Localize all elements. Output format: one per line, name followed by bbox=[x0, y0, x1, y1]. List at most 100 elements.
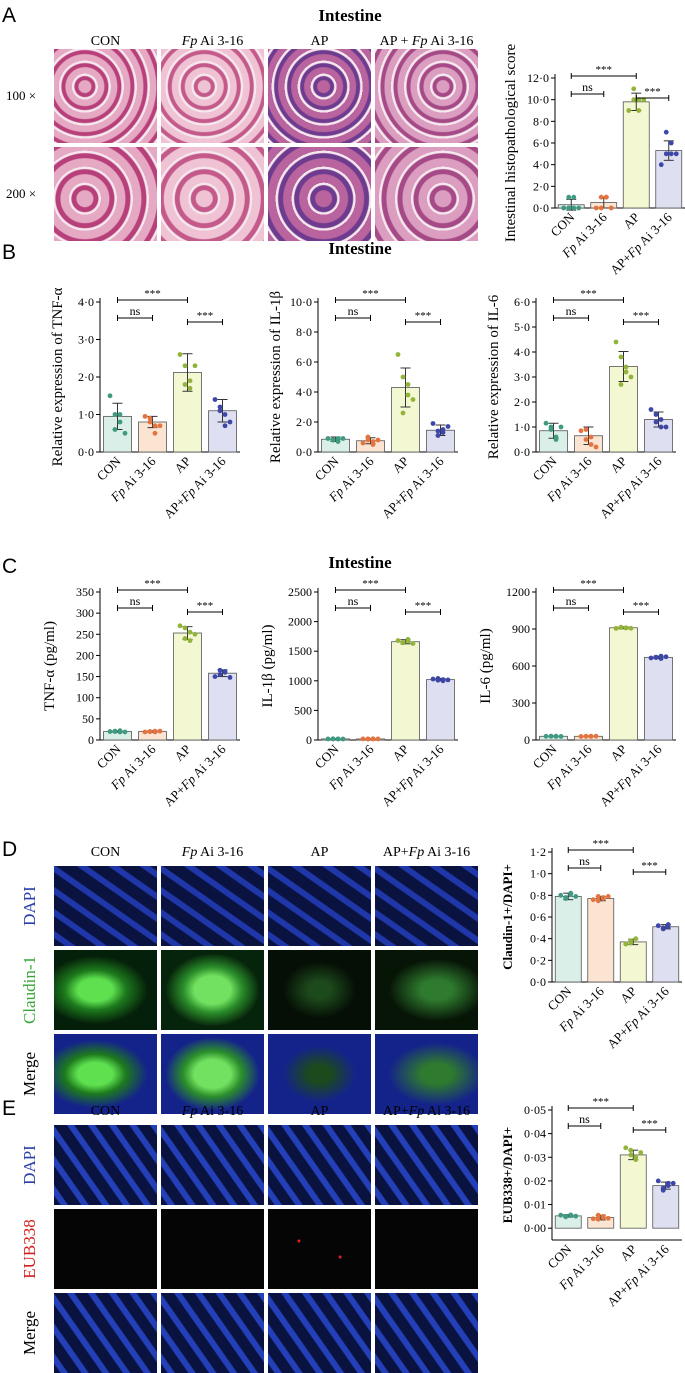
data-point bbox=[187, 638, 193, 644]
significance-label: *** bbox=[641, 1118, 658, 1130]
micrograph-tile bbox=[375, 1034, 478, 1114]
x-tick-label: AP bbox=[171, 742, 193, 764]
data-point bbox=[405, 392, 411, 398]
data-point bbox=[590, 897, 596, 903]
micrograph-tile bbox=[54, 1209, 157, 1289]
data-point bbox=[655, 1178, 661, 1184]
data-point bbox=[543, 733, 549, 739]
data-point bbox=[117, 728, 123, 734]
x-tick-label: CON bbox=[312, 741, 342, 771]
data-point bbox=[187, 385, 193, 391]
data-point bbox=[435, 433, 441, 438]
y-tick-label: 3·0 bbox=[514, 370, 530, 384]
bar bbox=[173, 632, 202, 741]
y-axis-label: TNF-α (pg/ml) bbox=[42, 621, 58, 711]
data-point bbox=[633, 1154, 639, 1160]
y-tick-label: 0 bbox=[306, 733, 312, 747]
data-point bbox=[330, 437, 336, 443]
micrograph-tile bbox=[375, 1209, 478, 1289]
data-point bbox=[435, 676, 441, 681]
column-label: AP+Fp Ai 3-16 bbox=[382, 845, 471, 860]
data-point bbox=[648, 407, 654, 412]
data-point bbox=[595, 1212, 601, 1218]
significance-label: ns bbox=[348, 594, 359, 608]
y-tick-label: 2·0 bbox=[296, 415, 312, 429]
micrograph-tile bbox=[375, 1125, 478, 1205]
y-tick-label: 2·0 bbox=[78, 370, 94, 384]
y-tick-label: 2500 bbox=[288, 585, 312, 599]
data-point bbox=[112, 412, 118, 417]
data-point bbox=[553, 733, 559, 739]
y-axis-label: Intestinal histopathological score bbox=[503, 44, 519, 243]
column-label: AP bbox=[310, 845, 329, 860]
y-tick-label: 2·0 bbox=[514, 395, 530, 409]
data-point bbox=[187, 629, 193, 635]
row-label: 200 × bbox=[6, 186, 37, 201]
data-point bbox=[222, 412, 228, 417]
data-point bbox=[147, 729, 153, 734]
data-point bbox=[222, 423, 228, 429]
y-tick-label: 0·00 bbox=[524, 1221, 546, 1235]
micrograph-tile bbox=[54, 866, 157, 946]
x-tick-label: AP bbox=[607, 454, 629, 476]
data-point bbox=[122, 430, 128, 436]
data-point bbox=[152, 729, 158, 735]
data-point bbox=[340, 436, 346, 441]
y-tick-label: 0·05 bbox=[524, 1103, 546, 1117]
y-tick-label: 900 bbox=[512, 622, 530, 636]
data-point bbox=[633, 936, 639, 942]
data-point bbox=[593, 205, 599, 211]
data-point bbox=[563, 896, 569, 901]
micrograph-tile bbox=[268, 1034, 371, 1114]
data-point bbox=[558, 892, 564, 898]
data-point bbox=[665, 1183, 671, 1189]
data-point bbox=[375, 437, 381, 443]
y-tick-label: 4·0 bbox=[533, 158, 549, 172]
data-point bbox=[548, 733, 554, 739]
significance-label: *** bbox=[596, 64, 613, 76]
data-point bbox=[365, 437, 371, 443]
data-point bbox=[360, 440, 366, 446]
data-point bbox=[410, 397, 416, 402]
data-point bbox=[182, 625, 188, 631]
data-point bbox=[600, 1213, 606, 1219]
panel-letter-e: E bbox=[2, 1097, 17, 1120]
y-tick-label: 1·0 bbox=[514, 420, 530, 434]
column-label: AP + Fp Ai 3-16 bbox=[379, 34, 474, 49]
x-tick-label: AP+Fp Ai 3-16 bbox=[379, 741, 447, 809]
bar bbox=[208, 672, 237, 741]
y-axis-label: Relative expression of IL-1β bbox=[268, 291, 284, 463]
data-point bbox=[187, 378, 193, 384]
data-point bbox=[590, 1216, 596, 1222]
y-tick-label: 4·0 bbox=[296, 385, 312, 399]
y-tick-label: 0·02 bbox=[524, 1174, 546, 1188]
x-tick-label: AP+Fp Ai 3-16 bbox=[597, 453, 665, 521]
data-point bbox=[618, 382, 624, 387]
data-point bbox=[658, 417, 664, 422]
data-point bbox=[325, 736, 331, 742]
data-point bbox=[548, 427, 554, 432]
x-tick-label: AP bbox=[389, 742, 411, 764]
data-point bbox=[222, 669, 228, 674]
data-point bbox=[558, 734, 564, 739]
data-point bbox=[595, 1216, 601, 1222]
data-point bbox=[430, 676, 436, 682]
data-point bbox=[142, 729, 148, 735]
significance-label: *** bbox=[415, 600, 432, 612]
data-point bbox=[623, 1145, 629, 1151]
y-tick-label: 6·0 bbox=[296, 355, 312, 369]
data-point bbox=[182, 363, 188, 369]
data-point bbox=[217, 408, 223, 414]
data-point bbox=[628, 625, 634, 631]
data-point bbox=[566, 205, 572, 211]
micrograph-tile bbox=[375, 147, 478, 241]
data-point bbox=[653, 655, 659, 661]
micrograph-tile bbox=[54, 1125, 157, 1205]
y-tick-label: 0 bbox=[88, 733, 94, 747]
y-axis-label: Claudin-1+/DAPI+ bbox=[500, 864, 515, 970]
data-point bbox=[588, 434, 594, 440]
significance-label: *** bbox=[644, 86, 661, 98]
y-tick-label: 100 bbox=[76, 691, 94, 705]
x-tick-label: AP bbox=[620, 210, 642, 232]
